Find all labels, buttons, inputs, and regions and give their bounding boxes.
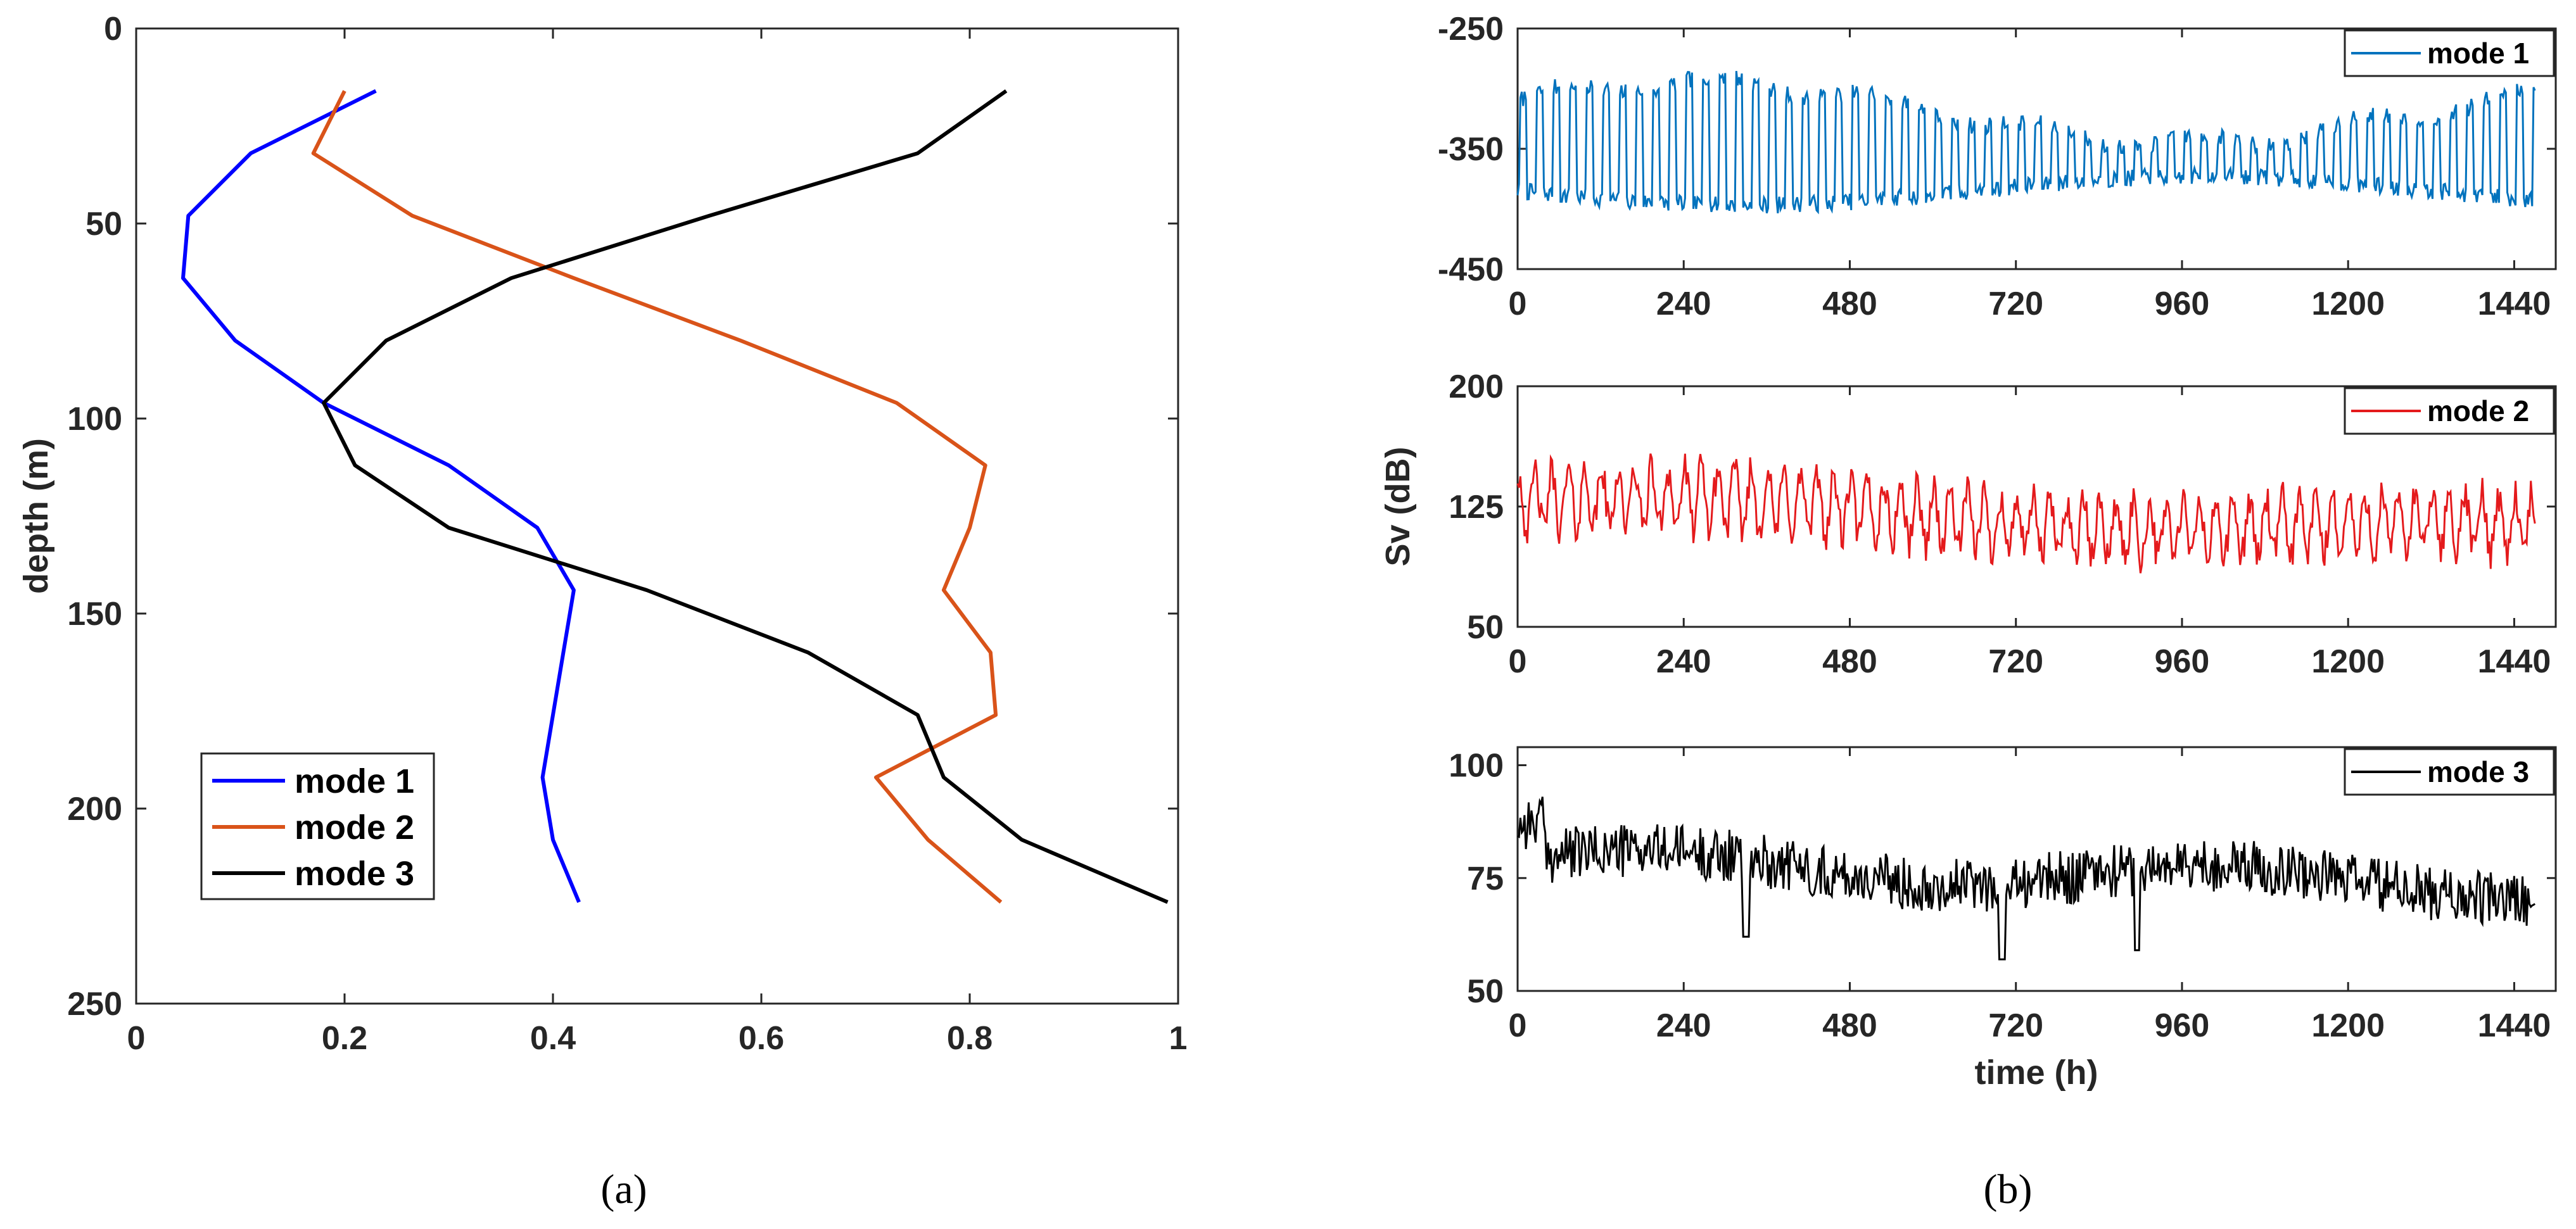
panel-a-ytick-label: 200 [67,791,122,828]
panel-b2-xtick-label: 960 [2155,643,2210,680]
panel-b3-xtick-label: 960 [2155,1007,2210,1044]
legend-label-mode-3: mode 3 [295,855,414,893]
panel-b1-legend: mode 1 [2344,29,2555,77]
panel-a-ticks: 0 0.2 0.4 0.6 0.8 1 0 50 100 150 200 250 [67,11,1187,1057]
panel-a-xtick-label: 0.6 [739,1020,784,1057]
panel-a-frame [135,27,1179,1005]
panel-b2-ytick-label: 200 [1449,369,1504,405]
panel-a-xtick-label: 1 [1169,1020,1188,1057]
panel-b2-xtick-label: 240 [1656,643,1711,680]
panel-a-xtick-label: 0 [127,1020,146,1057]
panel-b3-xtick-label: 240 [1656,1007,1711,1044]
series-line-mode-2 [311,90,1003,904]
panel-b1-xtick-label: 960 [2155,286,2210,322]
panel-a-ylabel: depth (m) [17,438,55,594]
legend-label-mode-2: mode 2 [295,809,414,847]
panel-b3-frame [1516,746,2557,992]
panel-b1-ticks: 0 240 480 720 960 1200 1440 -250 -350 -450 [1438,11,2556,322]
panel-b2-ytick-label: 50 [1467,609,1504,646]
panel-b1-xtick-label: 720 [1988,286,2043,322]
legend-label-b1-mode-1: mode 1 [2427,37,2529,70]
panel-b3-legend: mode 3 [2344,748,2555,796]
panel-b2-ytick-label: 125 [1449,489,1504,526]
panel-b3-ticks: 0 240 480 720 960 1200 1440 100 75 50 [1449,747,2556,1044]
panel-b2-xtick-label: 1200 [2311,643,2385,680]
panel-a-ytick-label: 0 [104,11,122,47]
panel-b1-ytick-label: -350 [1438,131,1504,168]
panel-b3-xtick-label: 0 [1509,1007,1527,1044]
panel-b2-xtick-label: 0 [1509,643,1527,680]
series-line-mode-2-timeseries [1516,453,2536,574]
caption-a: (a) [600,1166,647,1213]
panel-a-ytick-label: 150 [67,596,122,633]
panel-b2-ticks: 0 240 480 720 960 1200 1440 200 125 50 [1449,369,2556,680]
panel-b1-xtick-label: 1440 [2478,286,2551,322]
panel-b-xlabel: time (h) [1975,1054,2098,1092]
panel-a-legend: mode 1 mode 2 mode 3 [200,752,435,900]
panel-b3-ytick-label: 100 [1449,748,1504,785]
legend-label-b2-mode-2: mode 2 [2427,394,2529,427]
panel-b3-xtick-label: 1200 [2311,1007,2385,1044]
panel-b2-xtick-label: 720 [1988,643,2043,680]
panel-b2-legend: mode 2 [2344,387,2555,435]
panel-a-xtick-label: 0.8 [947,1020,993,1057]
panel-b3-ytick-label: 50 [1467,973,1504,1010]
panel-b3-xtick-label: 720 [1988,1007,2043,1044]
panel-b1-xtick-label: 1200 [2311,286,2385,322]
caption-b: (b) [1984,1166,2033,1213]
series-line-mode-3-timeseries [1517,797,2536,961]
panel-b1-ytick-label: -450 [1438,251,1504,288]
panel-b2-xtick-label: 480 [1822,643,1877,680]
series-line-mode-1 [181,89,581,903]
panel-b1-ytick-label: -250 [1438,11,1504,47]
panel-b1-xtick-label: 0 [1509,286,1527,322]
series-line-mode-3 [322,89,1169,904]
panel-a-ytick-label: 50 [86,206,122,243]
panel-b1-xtick-label: 480 [1822,286,1877,322]
panel-b3-xtick-label: 480 [1822,1007,1877,1044]
panel-a-ytick-label: 250 [67,986,122,1023]
legend-label-b3-mode-3: mode 3 [2427,755,2529,788]
panel-a-xtick-label: 0.2 [322,1020,367,1057]
panel-a-ytick-label: 100 [67,401,122,438]
panel-b1-xtick-label: 240 [1656,286,1711,322]
series-line-mode-1-timeseries [1516,70,2536,215]
panel-b: 0 240 480 720 960 1200 1440 -250 -350 -450 mode 1… [1379,11,2557,1213]
panel-b-ylabel: Sv (dB) [1379,447,1417,567]
panel-b3-ytick-label: 75 [1467,860,1504,897]
panel-b3-xtick-label: 1440 [2478,1007,2551,1044]
panel-a-lines [181,89,1169,904]
panel-b2-xtick-label: 1440 [2478,643,2551,680]
legend-label-mode-1: mode 1 [295,762,414,800]
panel-a-xtick-label: 0.4 [530,1020,576,1057]
